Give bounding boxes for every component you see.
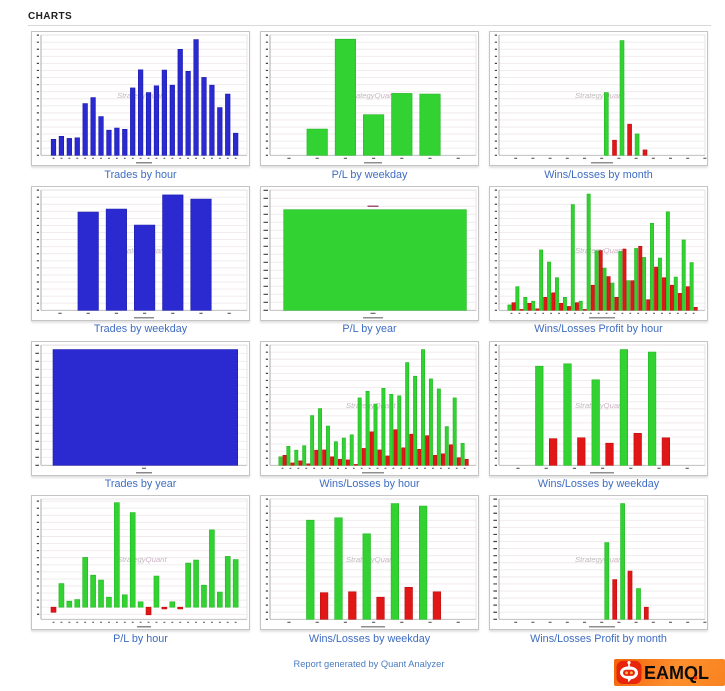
svg-text:StrategyQuant: StrategyQuant <box>346 401 396 410</box>
svg-text:EAMQL: EAMQL <box>644 663 709 683</box>
svg-text:StrategyQuant: StrategyQuant <box>575 91 625 100</box>
svg-text:StrategyQuant: StrategyQuant <box>117 555 167 564</box>
svg-text:StrategyQuant: StrategyQuant <box>117 246 167 255</box>
svg-text:StrategyQuant: StrategyQuant <box>575 401 625 410</box>
svg-text:StrategyQuant: StrategyQuant <box>346 91 396 100</box>
svg-text:StrategyQuant: StrategyQuant <box>575 555 625 564</box>
svg-text:StrategyQuant: StrategyQuant <box>346 555 396 564</box>
